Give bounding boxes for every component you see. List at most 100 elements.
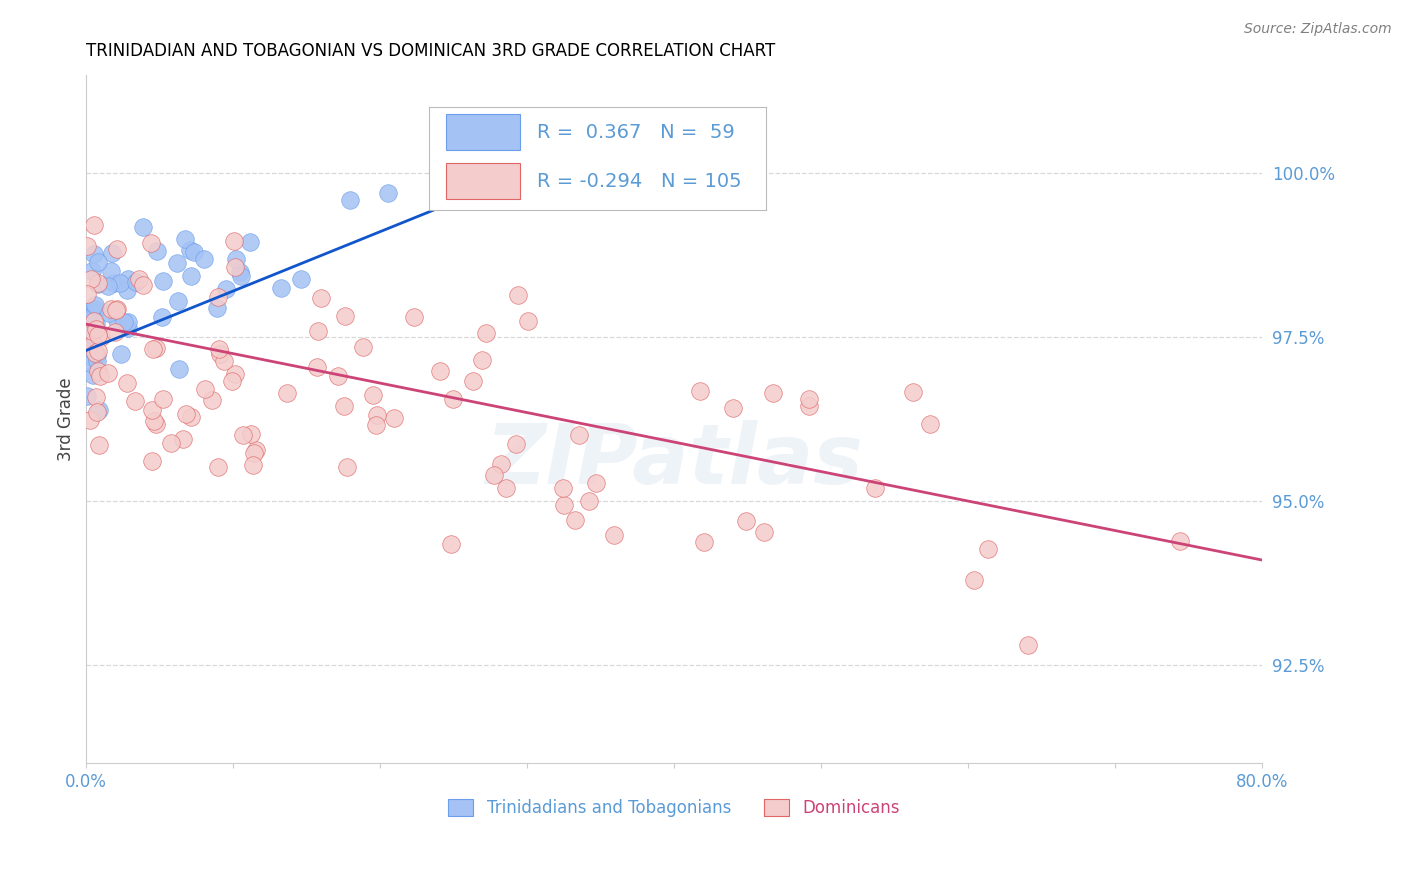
Point [863, 481, 886, 495]
Point [245, 442, 267, 457]
Point [76, 304, 98, 318]
Point [79, 272, 101, 286]
Point [100, 264, 122, 278]
Point [104, 325, 127, 339]
Point [152, 275, 174, 289]
Point [471, 352, 494, 367]
Point [112, 315, 135, 329]
Point [104, 303, 127, 318]
Point [508, 287, 530, 301]
Point [239, 427, 262, 442]
Point [174, 231, 197, 245]
Point [603, 528, 626, 542]
Point [585, 476, 607, 491]
Point [221, 375, 243, 389]
Point [145, 417, 167, 432]
Point [79, 356, 101, 370]
Point [105, 242, 128, 256]
Point [97, 366, 120, 380]
Point [229, 265, 252, 279]
Point [103, 276, 125, 290]
Point [83, 247, 105, 261]
Point [920, 417, 942, 431]
Point [797, 392, 820, 406]
Point [977, 542, 1000, 557]
Point [87, 277, 110, 292]
Point [1170, 533, 1192, 548]
Point [224, 260, 246, 274]
Point [141, 403, 163, 417]
Point [80, 321, 103, 335]
Y-axis label: 3rd Grade: 3rd Grade [58, 377, 75, 461]
Point [441, 392, 464, 406]
Point [429, 364, 451, 378]
Point [231, 268, 253, 283]
Point [377, 186, 399, 201]
Point [143, 414, 166, 428]
Point [79, 324, 101, 338]
Point [100, 301, 122, 316]
Point [207, 301, 229, 315]
Point [440, 537, 463, 551]
Point [193, 252, 215, 267]
Point [76, 287, 98, 301]
Point [141, 453, 163, 467]
Point [495, 481, 517, 495]
Point [1017, 639, 1039, 653]
Point [553, 498, 575, 512]
Point [693, 534, 716, 549]
Point [80, 325, 103, 339]
Bar [446, 163, 520, 199]
Point [214, 282, 236, 296]
Point [160, 436, 183, 450]
Point [84, 316, 107, 330]
Point [568, 428, 591, 442]
Point [270, 281, 292, 295]
Point [82, 335, 104, 350]
Point [115, 283, 138, 297]
Point [276, 386, 298, 401]
Point [101, 245, 124, 260]
Point [110, 347, 132, 361]
Point [243, 446, 266, 460]
Point [169, 361, 191, 376]
Point [326, 369, 349, 384]
Point [86, 348, 108, 362]
Point [797, 399, 820, 413]
Text: Source: ZipAtlas.com: Source: ZipAtlas.com [1244, 22, 1392, 37]
Point [402, 310, 425, 325]
Point [174, 407, 197, 421]
Point [305, 359, 328, 374]
Point [83, 302, 105, 317]
Point [239, 235, 262, 249]
Point [689, 384, 711, 399]
Point [339, 194, 361, 208]
Point [193, 382, 215, 396]
Point [201, 393, 224, 408]
Point [97, 279, 120, 293]
Point [84, 322, 107, 336]
Point [150, 310, 173, 324]
Point [222, 234, 245, 248]
Point [225, 252, 247, 267]
Point [77, 341, 100, 355]
Point [124, 394, 146, 409]
Point [87, 363, 110, 377]
Point [242, 458, 264, 472]
Point [87, 438, 110, 452]
Point [87, 327, 110, 342]
Point [84, 390, 107, 404]
Point [86, 405, 108, 419]
Point [762, 386, 785, 401]
Point [108, 276, 131, 290]
Point [183, 244, 205, 259]
Point [132, 278, 155, 293]
Point [333, 399, 356, 413]
Point [208, 343, 231, 357]
Point [366, 417, 388, 432]
Point [90, 330, 112, 344]
Point [82, 264, 104, 278]
Point [578, 493, 600, 508]
Point [105, 301, 128, 316]
Bar [446, 114, 520, 150]
